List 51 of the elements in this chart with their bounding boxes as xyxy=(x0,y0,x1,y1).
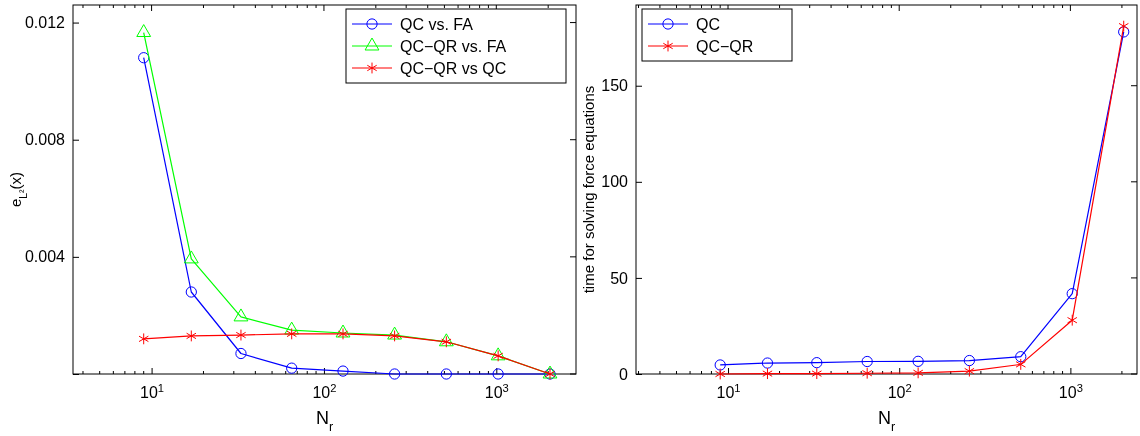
point xyxy=(964,365,975,378)
point xyxy=(286,362,298,374)
point xyxy=(1118,20,1129,33)
point xyxy=(235,347,247,360)
y-tick-label: 0 xyxy=(619,365,629,383)
point xyxy=(286,327,297,340)
point xyxy=(912,366,924,379)
point xyxy=(811,357,823,369)
point xyxy=(761,357,774,369)
y-tick-label: 100 xyxy=(601,173,629,191)
point xyxy=(762,367,773,380)
point xyxy=(235,329,247,341)
x-tick-label: 10$^{2}$ xyxy=(312,381,337,401)
point xyxy=(185,286,197,298)
x-axis-title: N$_{r}$ xyxy=(315,408,334,434)
point xyxy=(183,250,199,264)
legend-label: QC vs. FA xyxy=(400,16,474,33)
point xyxy=(861,367,873,380)
x-tick-label: 10$^{3}$ xyxy=(1058,381,1083,401)
y-tick-label: 0.008 xyxy=(24,131,66,149)
legend-label: QC−QR xyxy=(696,38,754,55)
point xyxy=(492,368,504,380)
y-tick-label: 0.012 xyxy=(24,14,66,32)
x-tick-label: 10$^{1}$ xyxy=(716,381,741,401)
x-tick-label: 10$^{2}$ xyxy=(887,381,912,401)
y-tick-label: 0.004 xyxy=(24,248,66,266)
y-tick-label: 50 xyxy=(610,269,629,287)
y-tick-label: 150 xyxy=(601,77,629,95)
point xyxy=(1015,358,1026,371)
point xyxy=(387,326,402,340)
point xyxy=(1118,26,1130,38)
x-tick-label: 10$^{1}$ xyxy=(140,381,165,401)
point xyxy=(861,355,873,368)
point xyxy=(811,367,822,380)
point xyxy=(389,330,400,342)
point xyxy=(337,365,349,377)
y-axis-title: time for solving force equations xyxy=(580,85,597,294)
x-axis-title: N$_{r}$ xyxy=(877,408,896,434)
legend-label: QC xyxy=(696,16,720,33)
point xyxy=(233,308,249,322)
x-tick-label: 10$^{3}$ xyxy=(484,381,509,401)
point xyxy=(1015,351,1027,363)
point xyxy=(440,368,452,380)
point xyxy=(186,330,197,342)
legend-label: QC−QR vs QC xyxy=(400,60,507,77)
legend-label: QC−QR vs. FA xyxy=(400,38,507,55)
point xyxy=(912,355,924,367)
point xyxy=(1066,288,1078,300)
point xyxy=(963,354,975,367)
point xyxy=(388,368,401,380)
point xyxy=(1067,314,1078,327)
